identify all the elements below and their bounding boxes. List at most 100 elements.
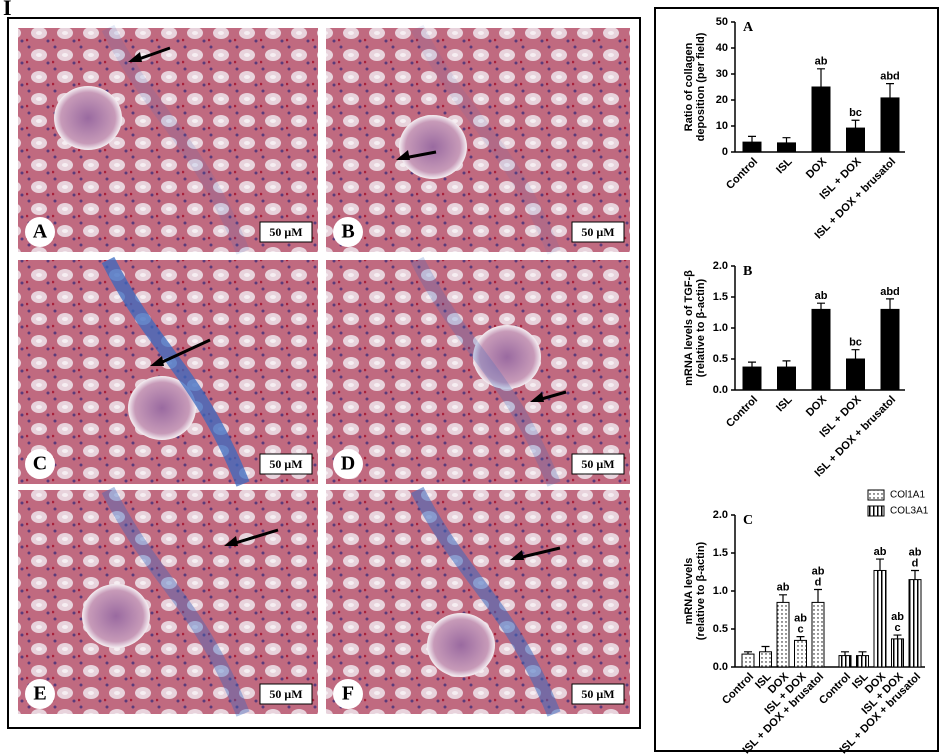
micrograph-image bbox=[326, 490, 630, 714]
label-badge bbox=[25, 449, 55, 479]
legend-swatch bbox=[867, 505, 885, 517]
micrograph: C 50 μM bbox=[18, 256, 318, 487]
scale-label: 50 μM bbox=[269, 225, 302, 239]
y-tick-label: 1.5 bbox=[713, 291, 728, 303]
bar bbox=[811, 308, 831, 391]
scale-box bbox=[571, 221, 625, 243]
fibrosis bbox=[101, 256, 250, 487]
glomerulus bbox=[82, 584, 150, 648]
arrow bbox=[135, 46, 171, 62]
scale-box bbox=[259, 453, 313, 475]
scale-box bbox=[259, 683, 313, 705]
label-badge bbox=[333, 217, 363, 247]
arrow-head bbox=[530, 392, 544, 402]
bar bbox=[908, 579, 922, 668]
micrograph-label: D bbox=[341, 453, 355, 475]
micrograph-frame bbox=[7, 17, 641, 729]
scale-label: 50 μM bbox=[269, 687, 302, 701]
bar bbox=[811, 601, 825, 668]
micrograph-label: B bbox=[341, 221, 354, 243]
error-bar bbox=[817, 68, 825, 87]
error-bar bbox=[761, 645, 770, 652]
fibrosis bbox=[410, 24, 561, 255]
error-bar bbox=[748, 361, 756, 368]
panel-letter: B bbox=[743, 264, 752, 279]
figure-label: I bbox=[3, 0, 12, 20]
y-axis-label: Ratio of collagen bbox=[683, 42, 695, 131]
y-tick-label: 1.0 bbox=[713, 585, 728, 597]
bar bbox=[880, 97, 900, 153]
y-axis-label: deposition (per field) bbox=[695, 32, 707, 141]
micrograph: E 50 μM bbox=[18, 486, 318, 717]
significance-label: c bbox=[894, 622, 900, 634]
label-badge bbox=[333, 679, 363, 709]
fibrosis bbox=[101, 24, 250, 255]
bar bbox=[794, 639, 807, 668]
bar bbox=[880, 308, 900, 391]
bar bbox=[873, 569, 887, 668]
error-bar bbox=[876, 558, 884, 571]
micrograph: D 50 μM bbox=[326, 256, 630, 487]
bar bbox=[777, 142, 796, 153]
arrow-head bbox=[150, 356, 164, 366]
y-axis-label: mRNA levels of TGF-β bbox=[683, 270, 695, 386]
bar bbox=[742, 141, 762, 153]
significance-label: c bbox=[797, 624, 803, 636]
significance-label: abd bbox=[880, 286, 900, 298]
significance-label: ab bbox=[874, 546, 887, 558]
micrographs: A 50 μM B 50 μM C 50 μM D 50 μM E 50 μM F 50 μM bbox=[18, 24, 630, 717]
micrograph-image bbox=[18, 260, 318, 484]
scale-label: 50 μM bbox=[269, 457, 302, 471]
y-tick-label: 0.0 bbox=[713, 661, 728, 673]
error-bar bbox=[886, 298, 894, 310]
panel-letter: A bbox=[743, 20, 754, 35]
arrow-head bbox=[128, 52, 142, 62]
error-bar bbox=[814, 588, 822, 603]
bar bbox=[811, 86, 831, 153]
y-tick-label: 40 bbox=[716, 42, 728, 54]
legend-label: COl1A1 bbox=[890, 490, 925, 501]
significance-label: ab bbox=[891, 611, 904, 623]
error-bar bbox=[851, 119, 860, 129]
significance-label: ab bbox=[794, 613, 807, 625]
bar bbox=[741, 653, 755, 668]
micrograph-image bbox=[18, 28, 318, 252]
label-badge bbox=[333, 449, 363, 479]
panel-letter: C bbox=[743, 513, 753, 528]
label-badge bbox=[25, 679, 55, 709]
micrograph-image bbox=[326, 28, 630, 252]
significance-label: ab bbox=[909, 546, 922, 558]
significance-label: ab bbox=[777, 582, 790, 594]
scale-label: 50 μM bbox=[581, 225, 614, 239]
bar bbox=[742, 366, 762, 391]
y-tick-label: 0.5 bbox=[713, 353, 728, 365]
micrograph: F 50 μM bbox=[326, 486, 630, 717]
error-bar bbox=[851, 349, 860, 359]
significance-label: bc bbox=[849, 337, 862, 349]
error-bar bbox=[841, 651, 849, 656]
y-tick-label: 1.5 bbox=[713, 547, 728, 559]
scale-box bbox=[571, 453, 625, 475]
legend-swatch bbox=[867, 489, 885, 501]
scale-box bbox=[259, 221, 313, 243]
micrograph-label: F bbox=[342, 683, 354, 705]
y-tick-label: 0.5 bbox=[713, 623, 728, 635]
y-axis-label: mRNA levels bbox=[683, 558, 695, 625]
error-bar bbox=[796, 636, 805, 641]
y-tick-label: 30 bbox=[716, 68, 728, 80]
arrow bbox=[157, 338, 211, 366]
glomerulus bbox=[427, 613, 495, 677]
micrograph-label: E bbox=[33, 683, 46, 705]
arrow-head bbox=[224, 536, 238, 546]
y-tick-label: 0 bbox=[722, 146, 728, 158]
scale-label: 50 μM bbox=[581, 457, 614, 471]
scale-box bbox=[571, 683, 625, 705]
micrograph: A 50 μM bbox=[18, 24, 318, 255]
significance-label: ab bbox=[815, 290, 828, 302]
significance-label: d bbox=[815, 576, 822, 588]
glomerulus bbox=[399, 115, 467, 179]
significance-label: ab bbox=[812, 565, 825, 577]
micrograph-label: A bbox=[33, 221, 48, 243]
arrow-head bbox=[396, 150, 410, 160]
